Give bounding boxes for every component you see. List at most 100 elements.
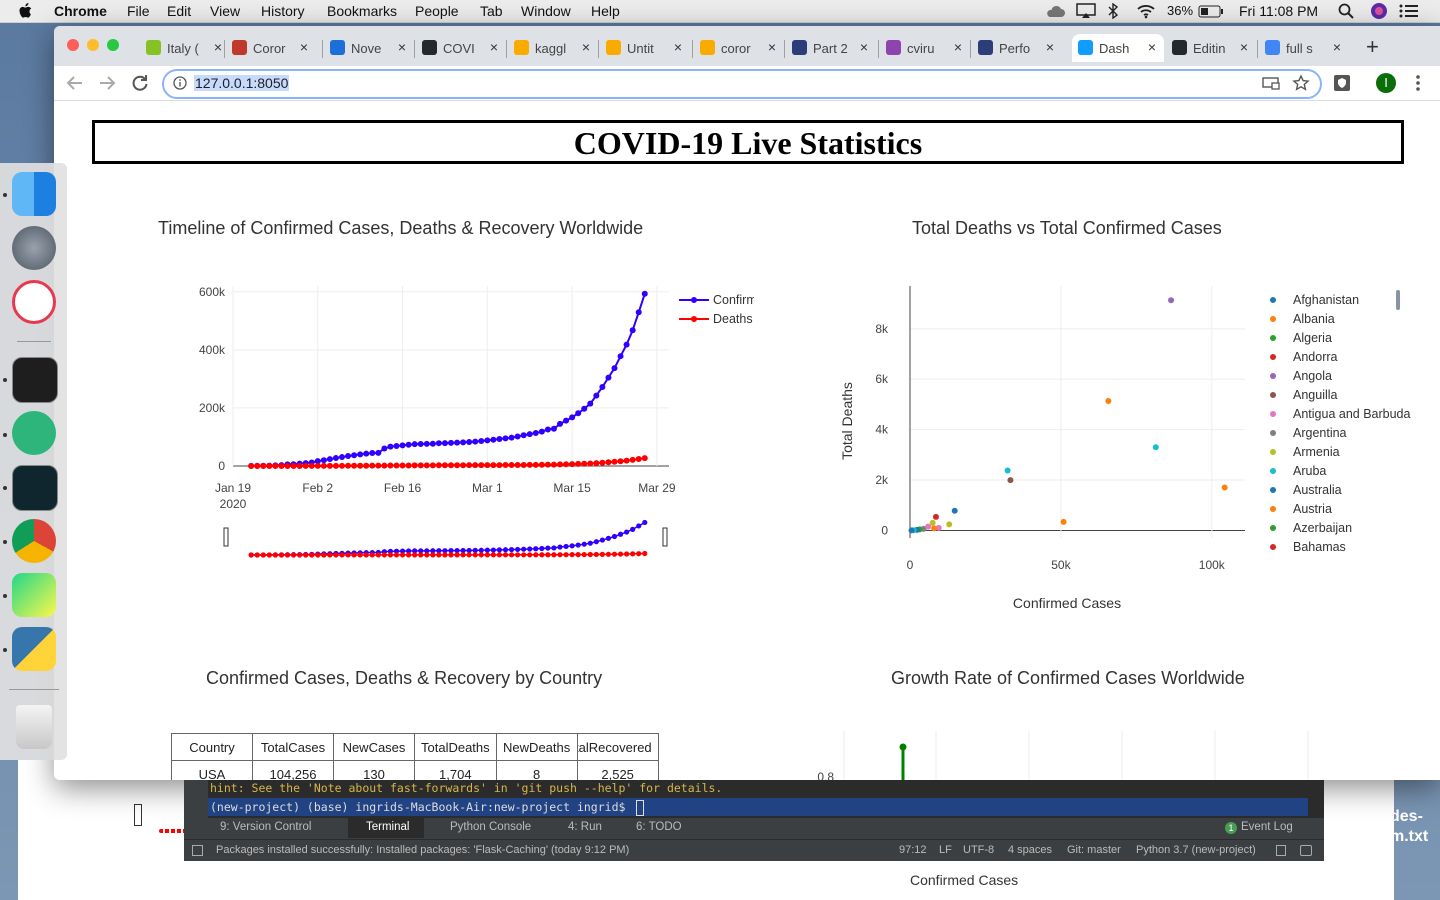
tab-close-icon[interactable]: × [581, 39, 590, 55]
tab-close-icon[interactable]: × [1045, 39, 1054, 55]
lock-icon[interactable] [1276, 845, 1286, 856]
app-menu-name[interactable]: Chrome [54, 3, 107, 19]
status-message[interactable]: Packages installed successfully: Install… [216, 844, 630, 856]
new-tab-button[interactable]: + [1366, 34, 1379, 59]
table-cell[interactable]: 104,256 [252, 760, 334, 780]
column-header-newdeaths[interactable]: NewDeaths [495, 733, 578, 761]
caret-position[interactable]: 97:12 [899, 844, 927, 856]
menu-people[interactable]: People [415, 3, 459, 19]
browser-tab[interactable]: Italy (× [140, 34, 230, 62]
tab-close-icon[interactable]: × [1147, 39, 1156, 55]
scatter-chart[interactable]: 0 2k 4k 6k 8k 0 50k 100k Confirmed Cases Total De… [774, 266, 1414, 626]
tab-close-icon[interactable]: × [397, 39, 406, 55]
menu-tab[interactable]: Tab [480, 3, 503, 19]
menu-history[interactable]: History [261, 3, 305, 19]
column-header-totaldeaths[interactable]: TotalDeaths [414, 733, 497, 761]
browser-tab[interactable]: Coror × [226, 34, 316, 62]
maximize-window-button[interactable] [107, 39, 119, 51]
apple-icon[interactable] [18, 2, 34, 20]
extension-shield-icon[interactable] [1333, 74, 1351, 92]
bluetooth-icon[interactable] [1106, 3, 1120, 19]
tab-close-icon[interactable]: × [299, 39, 308, 55]
table-cell[interactable]: 130 [333, 760, 415, 780]
close-window-button[interactable] [67, 39, 79, 51]
clock[interactable]: Fri 11:08 PM [1239, 3, 1319, 19]
tab-close-icon[interactable]: × [673, 39, 682, 55]
table-cell[interactable]: 2,525 [576, 760, 659, 780]
table-cell[interactable]: 8 [495, 760, 578, 780]
indent-setting[interactable]: 4 spaces [1008, 844, 1053, 856]
browser-tab[interactable]: Editin × [1166, 34, 1256, 62]
menu-window[interactable]: Window [521, 3, 571, 19]
tab-close-icon[interactable]: × [1239, 39, 1248, 55]
pycharm-icon[interactable] [12, 573, 56, 617]
memory-indicator-icon[interactable] [1300, 845, 1312, 856]
spotlight-search-icon[interactable] [1338, 3, 1354, 19]
menu-view[interactable]: View [210, 3, 241, 19]
tab-close-icon[interactable]: × [1332, 39, 1341, 55]
finder-icon[interactable] [12, 172, 56, 216]
airplay-icon[interactable] [1076, 3, 1096, 19]
python-console-tab[interactable]: Python Console [450, 821, 532, 833]
column-header-newcases[interactable]: NewCases [333, 733, 415, 761]
profile-avatar[interactable]: I [1376, 73, 1396, 93]
terminal-output[interactable]: hint: See the 'Note about fast-forwards'… [208, 780, 1324, 818]
tab-close-icon[interactable]: × [489, 39, 498, 55]
atom-icon[interactable] [12, 411, 56, 455]
browser-tab[interactable]: Dash × [1072, 34, 1164, 62]
run-tab[interactable]: 4: Run [568, 821, 602, 833]
back-arrow-icon[interactable] [66, 75, 84, 91]
terminal-icon[interactable] [12, 357, 58, 403]
todo-tab[interactable]: 6: TODO [636, 821, 682, 833]
column-header-totalrecovered[interactable]: TotalRecovered [576, 733, 659, 761]
browser-tab[interactable]: Untit × [600, 34, 690, 62]
battery-icon[interactable] [1198, 5, 1224, 18]
menu-bookmarks[interactable]: Bookmarks [327, 3, 398, 19]
address-bar[interactable]: 127.0.0.1:8050 [162, 69, 1322, 99]
browser-tab[interactable]: Nove × [324, 34, 414, 62]
menu-edit[interactable]: Edit [167, 3, 192, 19]
cloud-icon[interactable] [1044, 4, 1066, 18]
git-branch[interactable]: Git: master [1067, 844, 1121, 856]
browser-tab[interactable]: Part 2 × [786, 34, 876, 62]
chrome-icon[interactable] [12, 519, 56, 563]
browser-tab[interactable]: COVI × [416, 34, 506, 62]
version-control-tab[interactable]: 9: Version Control [220, 821, 312, 833]
browser-tab[interactable]: full s × [1259, 34, 1349, 62]
python-launcher-icon[interactable] [12, 627, 56, 671]
siri-icon[interactable] [1370, 2, 1388, 20]
column-header-totalcases[interactable]: TotalCases [252, 733, 334, 761]
url-text[interactable]: 127.0.0.1:8050 [194, 75, 290, 91]
more-menu-icon[interactable] [1414, 74, 1422, 92]
activity-monitor-icon[interactable] [12, 465, 58, 511]
browser-tab[interactable]: cviru × [880, 34, 970, 62]
range-slider-handle[interactable] [134, 804, 142, 826]
table-cell[interactable]: USA [171, 760, 253, 780]
event-log-tab[interactable]: Event Log [1241, 821, 1293, 833]
menu-file[interactable]: File [127, 3, 150, 19]
growth-chart[interactable]: 0.8 [804, 731, 1404, 780]
launchpad-icon[interactable] [12, 226, 56, 270]
tab-close-icon[interactable]: × [213, 39, 222, 55]
browser-tab[interactable]: Perfo × [972, 34, 1062, 62]
tab-close-icon[interactable]: × [953, 39, 962, 55]
table-cell[interactable]: 1,704 [414, 760, 497, 780]
news-icon[interactable] [12, 280, 56, 324]
line-separator[interactable]: LF [939, 844, 952, 856]
info-icon[interactable] [173, 76, 187, 90]
terminal-tab[interactable]: Terminal [366, 821, 410, 833]
forward-arrow-icon[interactable] [98, 75, 116, 91]
notification-center-icon[interactable] [1399, 4, 1419, 18]
cast-icon[interactable] [1262, 76, 1280, 90]
file-encoding[interactable]: UTF-8 [963, 844, 995, 856]
browser-tab[interactable]: kaggl × [508, 34, 598, 62]
wifi-icon[interactable] [1136, 3, 1156, 19]
panel-toggle-icon[interactable] [192, 845, 203, 856]
trash-icon[interactable] [16, 705, 52, 749]
minimize-window-button[interactable] [87, 39, 99, 51]
reload-icon[interactable] [131, 74, 149, 92]
tab-close-icon[interactable]: × [767, 39, 776, 55]
column-header-country[interactable]: Country [171, 733, 253, 761]
tab-close-icon[interactable]: × [859, 39, 868, 55]
bookmark-star-icon[interactable] [1292, 74, 1310, 92]
